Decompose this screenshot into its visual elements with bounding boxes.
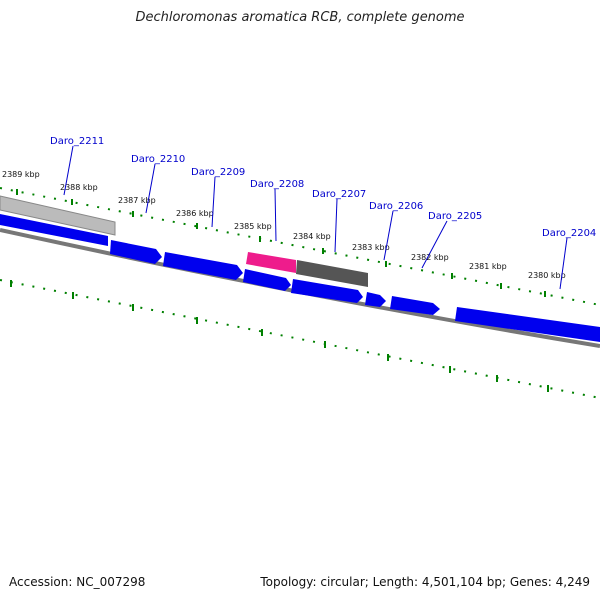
outer-major-ticks: [16, 189, 546, 297]
gene-label-daro-2210[interactable]: Daro_2210: [131, 154, 185, 165]
inner-tick-row: [0, 279, 600, 399]
gene-label-lines: [63, 145, 568, 290]
gene-label-daro-2207[interactable]: Daro_2207: [312, 189, 366, 200]
outer-tick-row: [0, 187, 600, 306]
gene-arrow[interactable]: [390, 296, 440, 315]
gene-selected-pink[interactable]: [246, 252, 296, 273]
gene-label-daro-2205[interactable]: Daro_2205: [428, 211, 482, 222]
gene-label-daro-2208[interactable]: Daro_2208: [250, 179, 304, 190]
gene-arrow[interactable]: [163, 252, 243, 280]
kbp-label: 2388 kbp: [60, 183, 98, 192]
inner-major-ticks: [10, 280, 549, 392]
kbp-label: 2387 kbp: [118, 196, 156, 205]
gene-label-daro-2211[interactable]: Daro_2211: [50, 136, 104, 147]
gene-arrow[interactable]: [455, 307, 600, 342]
gene-arrow[interactable]: [0, 214, 108, 246]
kbp-label: 2382 kbp: [411, 253, 449, 262]
kbp-label: 2380 kbp: [528, 271, 566, 280]
genome-summary-text: Topology: circular; Length: 4,501,104 bp…: [260, 575, 590, 589]
gene-arrow[interactable]: [365, 292, 386, 307]
kbp-label: 2383 kbp: [352, 243, 390, 252]
gene-label-daro-2204[interactable]: Daro_2204: [542, 228, 596, 239]
kbp-label: 2389 kbp: [2, 170, 40, 179]
gene-arrow[interactable]: [291, 279, 363, 303]
kbp-label: 2386 kbp: [176, 209, 214, 218]
gene-label-daro-2209[interactable]: Daro_2209: [191, 167, 245, 178]
gene-label-daro-2206[interactable]: Daro_2206: [369, 201, 423, 212]
gene-labels: Daro_2211 Daro_2210 Daro_2209 Daro_2208 …: [50, 136, 596, 239]
kbp-labels: 2389 kbp 2388 kbp 2387 kbp 2386 kbp 2385…: [2, 170, 566, 280]
gene-arrow[interactable]: [110, 240, 162, 264]
forward-genes: [0, 214, 600, 342]
gene-dark-grey[interactable]: [296, 260, 368, 287]
kbp-label: 2381 kbp: [469, 262, 507, 271]
accession-text: Accession: NC_007298: [9, 575, 146, 589]
gene-arrow[interactable]: [243, 269, 291, 291]
kbp-label: 2384 kbp: [293, 232, 331, 241]
map-title: Dechloromonas aromatica RCB, complete ge…: [135, 10, 465, 25]
kbp-label: 2385 kbp: [234, 222, 272, 231]
gene-light-grey[interactable]: [0, 195, 116, 236]
inner-minor-ticks: [0, 279, 600, 399]
